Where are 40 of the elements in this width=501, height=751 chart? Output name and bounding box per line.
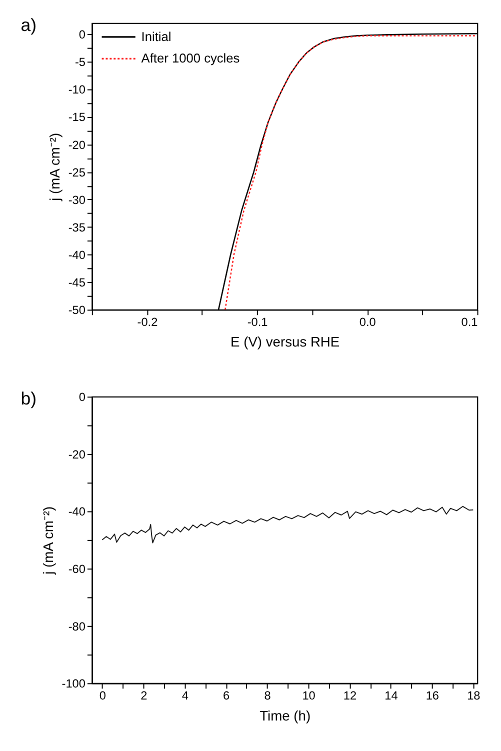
y-tick-label: -100 [62,676,86,691]
line-series [102,506,474,544]
legend-label: After 1000 cycles [141,50,240,66]
x-tick-label: 10 [302,688,316,703]
text: b) [20,388,37,409]
x-tick-label: 14 [384,688,398,703]
x-axis-title: Time (h) [260,707,311,724]
y-tick-label: -40 [68,248,86,262]
y-tick-label: -20 [68,138,86,152]
x-axis-title: E (V) versus RHE [230,334,340,350]
y-tick-label: -80 [68,619,86,634]
y-tick-label: -5 [74,55,86,70]
y-tick-label: -25 [68,165,86,180]
y-tick-label: -40 [68,504,86,519]
x-tick-label: 18 [467,688,481,703]
y-tick-label: -45 [68,276,86,290]
x-tick-label: 0.0 [359,314,376,329]
x-tick-label: -0.2 [137,314,158,329]
y-tick-label: -20 [68,447,86,462]
y-tick-label: -30 [68,192,86,207]
text: a) [20,15,37,36]
x-tick-label: 0 [99,688,106,703]
x-tick-label: 2 [140,688,148,703]
x-tick-label: 0.1 [461,314,478,329]
y-axis-title: j (mA cm⁻²) [40,506,56,576]
x-tick-label: 12 [343,688,357,703]
y-tick-label: -10 [68,82,86,97]
x-tick-label: 6 [223,688,230,703]
legend-label: Initial [141,28,172,44]
y-tick-label: 0 [78,28,86,42]
x-tick-label: 16 [426,688,440,703]
y-axis-title: j (mA cm⁻²) [46,132,62,202]
y-tick-label: -50 [68,303,86,318]
y-tick-label: -35 [68,220,86,234]
y-tick-label: -15 [68,110,86,124]
y-tick-label: -60 [68,562,86,576]
x-tick-label: 4 [182,688,189,703]
x-tick-label: -0.1 [247,314,268,329]
y-tick-label: 0 [78,390,86,404]
x-tick-label: 8 [264,688,272,703]
